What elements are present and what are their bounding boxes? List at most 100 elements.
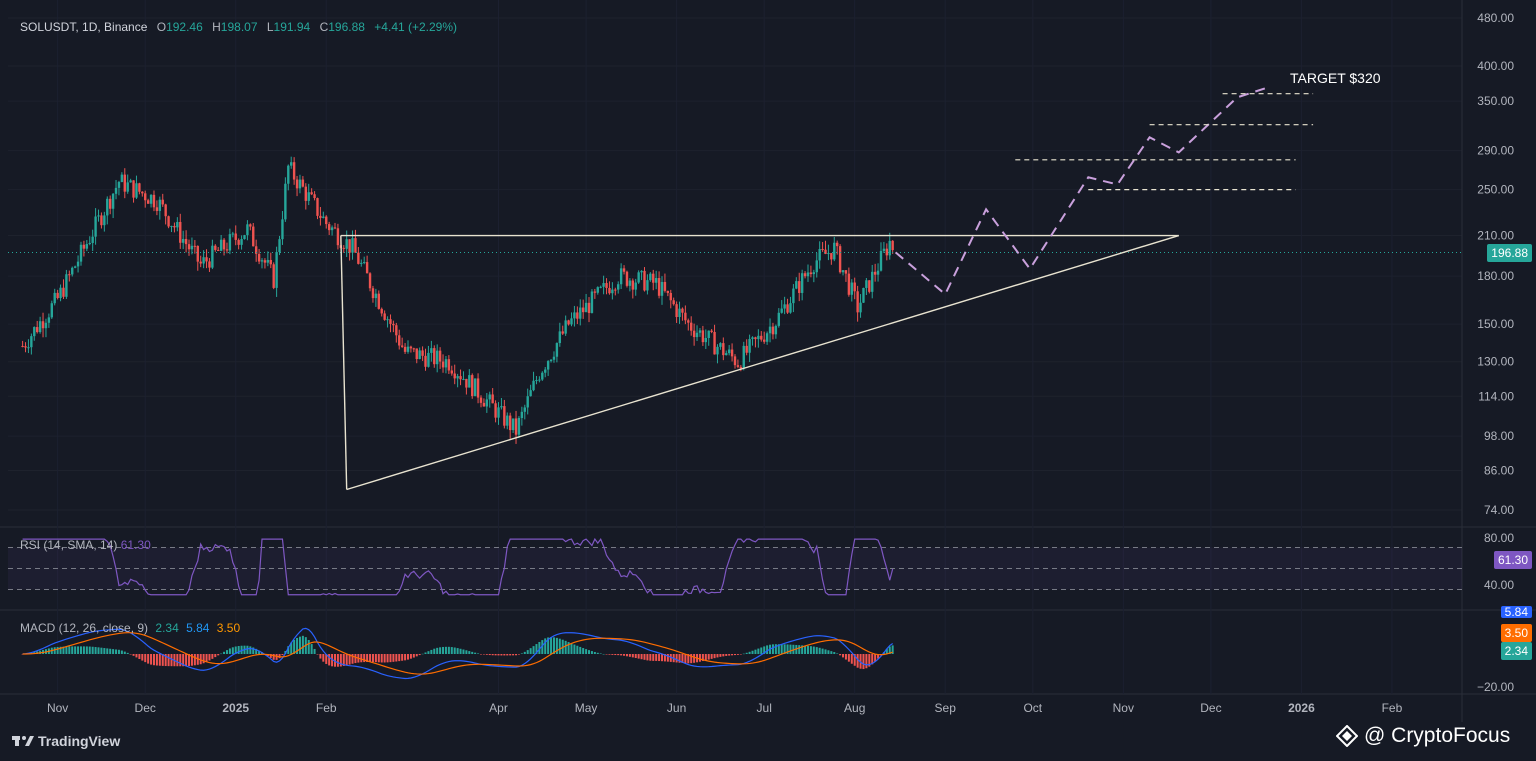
- rsi-legend: RSI (14, SMA, 14) 61.30: [20, 538, 151, 552]
- candle-body: [123, 174, 126, 192]
- candle-body: [497, 407, 500, 418]
- price-tick-label: 210.00: [1477, 229, 1514, 243]
- macd-hist-bar: [155, 654, 158, 666]
- macd-hist-bar: [79, 646, 82, 654]
- candle-body: [827, 253, 830, 255]
- candle-body: [412, 348, 416, 350]
- macd-hist-bar: [868, 654, 871, 667]
- candle-body: [809, 272, 813, 275]
- candle-body: [479, 397, 483, 403]
- macd-hist-bar: [701, 654, 704, 662]
- macd-hist-bar: [150, 654, 153, 665]
- rsi-value-tag: 61.30: [1493, 551, 1532, 569]
- macd-hist-bar: [640, 654, 643, 660]
- candle-body: [523, 407, 526, 412]
- macd-hist-bar: [164, 654, 167, 667]
- tradingview-brand[interactable]: TradingView: [12, 733, 120, 749]
- macd-hist-bar: [82, 646, 85, 654]
- candle-body: [82, 244, 86, 249]
- candle-body: [360, 262, 363, 264]
- macd-hist-bar: [544, 638, 547, 654]
- candle-body: [400, 345, 404, 347]
- macd-hist-bar: [439, 647, 442, 654]
- macd-hist-bar: [538, 641, 541, 654]
- macd-hist-bar: [745, 652, 748, 654]
- macd-hist-bar: [152, 654, 155, 666]
- candle-body: [713, 331, 716, 355]
- candle-body: [357, 252, 360, 264]
- time-tick-label: Jul: [757, 701, 772, 715]
- time-axis[interactable]: Nov Dec 2025 Feb Apr May Jun Jul Aug Sep Oct Nov Dec…: [47, 701, 1403, 715]
- candle-body: [403, 346, 407, 352]
- macd-hist-bar: [115, 649, 118, 654]
- macd-hist-bar: [468, 651, 471, 654]
- macd-hist-bar: [158, 654, 161, 666]
- macd-hist-bar: [453, 647, 456, 654]
- candle-body: [544, 369, 547, 373]
- macd-hist-bar: [512, 654, 515, 656]
- candle-body: [398, 335, 401, 346]
- macd-hist-bar: [91, 646, 94, 654]
- macd-hist-bar: [182, 654, 185, 667]
- candle-body: [637, 272, 640, 283]
- macd-hist-bar: [193, 654, 196, 666]
- macd-hist-bar: [255, 648, 258, 654]
- candle-body: [450, 370, 453, 374]
- macd-hist-bar: [628, 654, 631, 657]
- candle-body: [447, 359, 451, 371]
- macd-hist-bar: [120, 650, 123, 654]
- candle-body: [79, 244, 83, 262]
- macd-hist-bar: [818, 647, 821, 654]
- macd-hist-bar: [293, 639, 296, 654]
- macd-hist-bar: [725, 654, 728, 656]
- symbol-label[interactable]: SOLUSDT, 1D, Binance: [20, 20, 148, 34]
- candle-body: [596, 287, 599, 293]
- macd-hist-bar: [625, 654, 628, 657]
- candle-body: [707, 330, 710, 338]
- candle-body: [59, 287, 62, 299]
- macd-hist-bar: [599, 653, 602, 654]
- macd-orange-tag: 3.50: [1500, 624, 1532, 642]
- candle-body: [50, 303, 53, 318]
- price-tick-label: 250.00: [1477, 183, 1514, 197]
- macd-hist-bar: [847, 654, 850, 662]
- price-tick-label: 350.00: [1477, 94, 1514, 108]
- macd-hist-bar: [754, 649, 757, 654]
- candle-body: [164, 204, 167, 217]
- candle-body: [564, 320, 567, 334]
- candle-body: [789, 303, 792, 313]
- macd-hist-bar: [555, 637, 558, 654]
- candle-body: [692, 330, 696, 338]
- macd-hist-bar: [138, 654, 141, 660]
- candle-body: [657, 278, 661, 296]
- candle-body: [117, 182, 121, 188]
- candle-body: [579, 307, 582, 319]
- price-tick-label: 130.00: [1477, 355, 1514, 369]
- candle-body: [231, 233, 235, 235]
- candle-body: [757, 335, 760, 340]
- candle-body: [646, 280, 649, 291]
- candle-body: [876, 270, 880, 275]
- macd-hist-bar: [833, 652, 836, 654]
- candle-body: [368, 273, 372, 289]
- candle-body: [395, 325, 398, 336]
- time-tick-label: Nov: [1113, 701, 1134, 715]
- candle-body: [459, 376, 462, 380]
- macd-hist-bar: [474, 652, 477, 654]
- price-axis[interactable]: 480.00 400.00 350.00 290.00 250.00 210.00 180.…: [1477, 11, 1514, 517]
- macd-hist-bar: [319, 654, 322, 659]
- candle-body: [482, 402, 486, 407]
- macd-hist-bar: [231, 647, 234, 654]
- macd-hist-bar: [88, 646, 91, 654]
- candles: [8, 156, 1462, 444]
- candle-body: [295, 179, 299, 189]
- time-tick-label: Dec: [135, 701, 156, 715]
- candle-body: [885, 248, 889, 256]
- macd-hist-bar: [380, 654, 383, 663]
- macd-hist-bar: [669, 654, 672, 662]
- macd-hist-bar: [65, 646, 68, 654]
- macd-hist-bar: [240, 645, 243, 654]
- macd-hist-bar: [296, 637, 299, 654]
- rsi-value: 61.30: [120, 538, 151, 552]
